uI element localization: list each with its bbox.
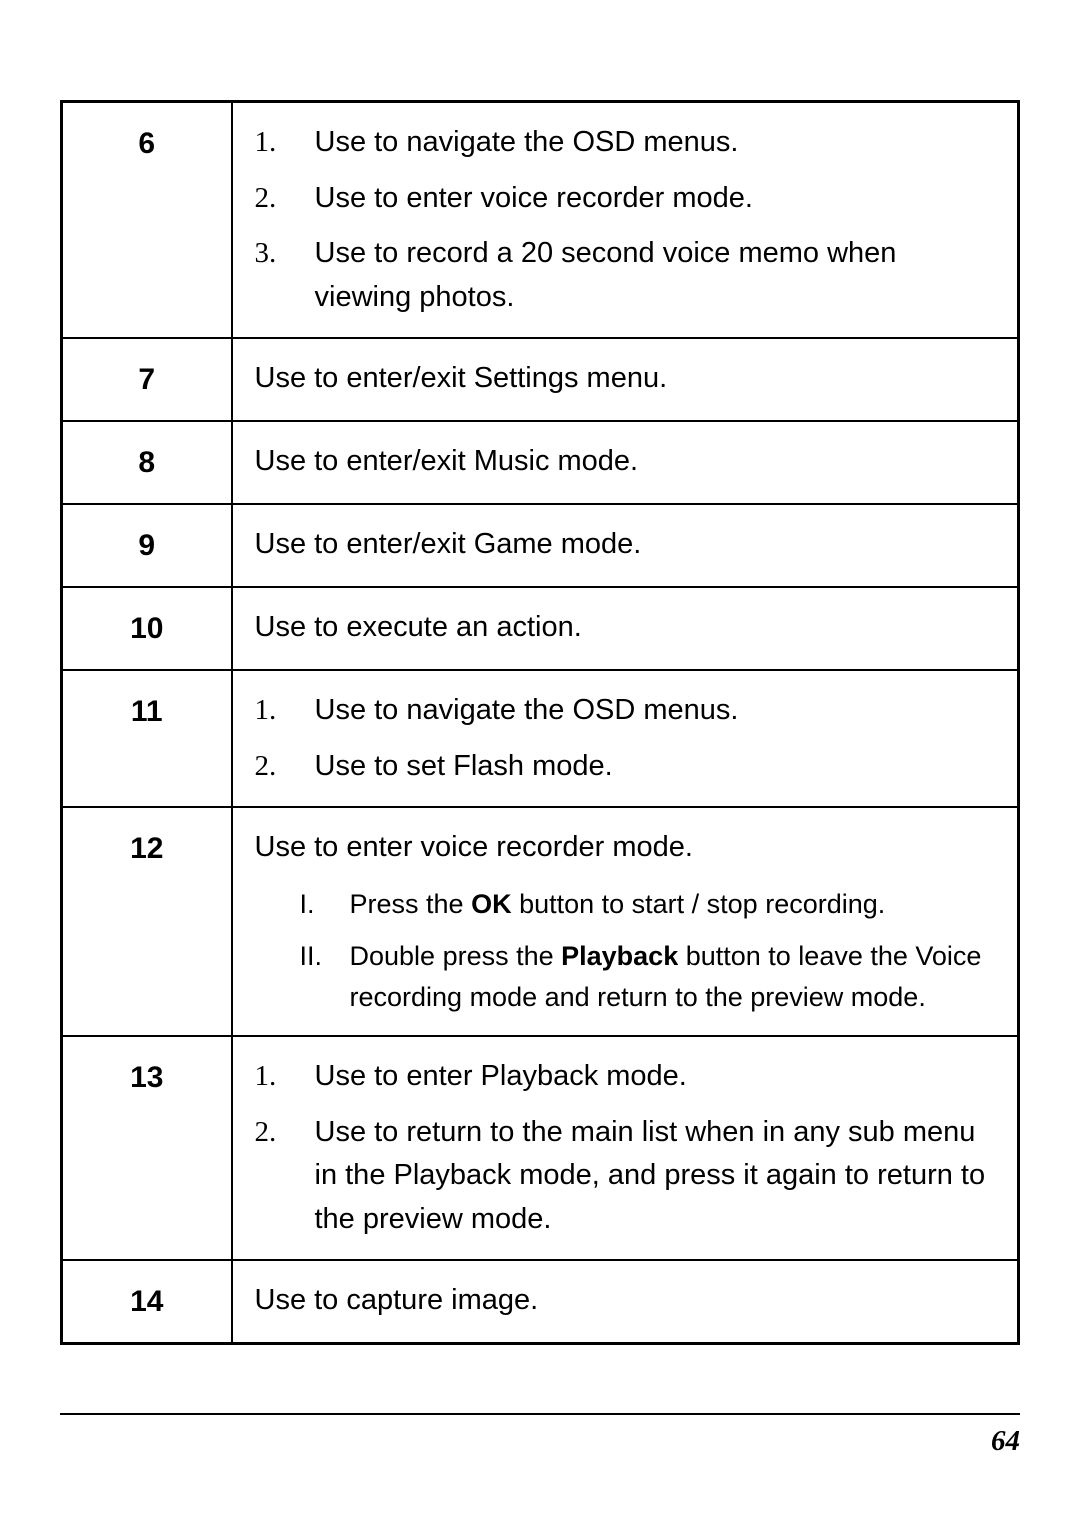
sub-item: I. Press the OK button to start / stop r… (255, 884, 996, 925)
page-number: 64 (60, 1425, 1020, 1458)
lead-text: Use to enter voice recorder mode. (255, 826, 996, 870)
row-number: 13 (62, 1036, 232, 1260)
table-row: 12 Use to enter voice recorder mode. I. … (62, 807, 1019, 1036)
list-text: Use to enter voice recorder mode. (315, 177, 996, 221)
list-item: 1. Use to navigate the OSD menus. (255, 689, 996, 733)
sub-pre: Press the (350, 889, 472, 919)
sub-item: II. Double press the Playback button to … (255, 936, 996, 1017)
sub-post: button to start / stop recording. (512, 889, 886, 919)
row-number: 7 (62, 338, 232, 421)
list-text: Use to record a 20 second voice memo whe… (315, 232, 996, 319)
table-row: 7 Use to enter/exit Settings menu. (62, 338, 1019, 421)
list-item: 2. Use to enter voice recorder mode. (255, 177, 996, 221)
table-row: 10 Use to execute an action. (62, 587, 1019, 670)
sub-text: Double press the Playback button to leav… (350, 936, 996, 1017)
list-marker: 1. (255, 121, 315, 165)
list-item: 1. Use to enter Playback mode. (255, 1055, 996, 1099)
row-content: Use to enter voice recorder mode. I. Pre… (232, 807, 1019, 1036)
instruction-table: 6 1. Use to navigate the OSD menus. 2. U… (60, 100, 1020, 1345)
list-marker: 3. (255, 232, 315, 319)
sub-bold: Playback (561, 941, 678, 971)
table-row: 13 1. Use to enter Playback mode. 2. Use… (62, 1036, 1019, 1260)
sub-list: I. Press the OK button to start / stop r… (255, 884, 996, 1018)
list-item: 3. Use to record a 20 second voice memo … (255, 232, 996, 319)
list-text: Use to navigate the OSD menus. (315, 689, 996, 733)
list-marker: 1. (255, 1055, 315, 1099)
row-number: 12 (62, 807, 232, 1036)
list-text: Use to navigate the OSD menus. (315, 121, 996, 165)
table-row: 14 Use to capture image. (62, 1260, 1019, 1344)
row-content: 1. Use to navigate the OSD menus. 2. Use… (232, 102, 1019, 339)
row-number: 14 (62, 1260, 232, 1344)
row-content: Use to execute an action. (232, 587, 1019, 670)
row-content: 1. Use to navigate the OSD menus. 2. Use… (232, 670, 1019, 807)
list-marker: 1. (255, 689, 315, 733)
list-item: 1. Use to navigate the OSD menus. (255, 121, 996, 165)
table-row: 11 1. Use to navigate the OSD menus. 2. … (62, 670, 1019, 807)
list-text: Use to enter Playback mode. (315, 1055, 996, 1099)
table-row: 9 Use to enter/exit Game mode. (62, 504, 1019, 587)
row-content: Use to enter/exit Music mode. (232, 421, 1019, 504)
row-number: 10 (62, 587, 232, 670)
list-text: Use to set Flash mode. (315, 745, 996, 789)
footer-line (60, 1413, 1020, 1415)
sub-marker: I. (300, 884, 350, 925)
row-number: 11 (62, 670, 232, 807)
list-item: 2. Use to return to the main list when i… (255, 1111, 996, 1242)
sub-pre: Double press the (350, 941, 562, 971)
list-marker: 2. (255, 177, 315, 221)
list-item: 2. Use to set Flash mode. (255, 745, 996, 789)
list-marker: 2. (255, 745, 315, 789)
row-content: Use to enter/exit Settings menu. (232, 338, 1019, 421)
sub-marker: II. (300, 936, 350, 1017)
row-number: 8 (62, 421, 232, 504)
row-number: 9 (62, 504, 232, 587)
list-marker: 2. (255, 1111, 315, 1242)
table-row: 6 1. Use to navigate the OSD menus. 2. U… (62, 102, 1019, 339)
sub-bold: OK (471, 889, 512, 919)
row-content: Use to capture image. (232, 1260, 1019, 1344)
sub-text: Press the OK button to start / stop reco… (350, 884, 996, 925)
row-content: Use to enter/exit Game mode. (232, 504, 1019, 587)
list-text: Use to return to the main list when in a… (315, 1111, 996, 1242)
row-number: 6 (62, 102, 232, 339)
table-row: 8 Use to enter/exit Music mode. (62, 421, 1019, 504)
row-content: 1. Use to enter Playback mode. 2. Use to… (232, 1036, 1019, 1260)
page-footer: 64 (60, 1413, 1020, 1458)
